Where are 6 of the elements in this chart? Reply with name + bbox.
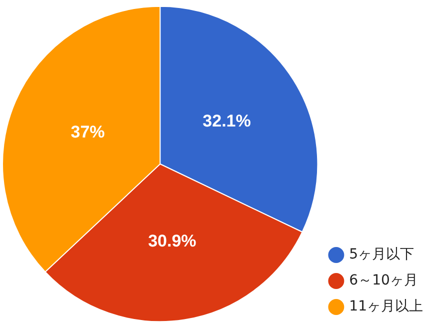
legend-label: 11ヶ月以上 — [349, 298, 424, 315]
data-label: 32.1% — [202, 112, 251, 131]
legend-label: 5ヶ月以下 — [349, 246, 414, 263]
data-label: 37% — [70, 122, 105, 142]
legend-label: 6～10ヶ月 — [349, 272, 418, 289]
data-label: 30.9% — [148, 232, 196, 251]
